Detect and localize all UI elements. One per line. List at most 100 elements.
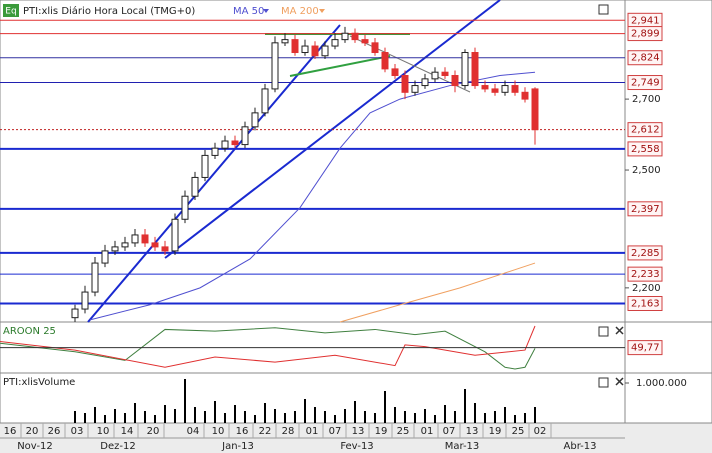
candle-body: [471, 52, 479, 87]
level-label: 2,233: [631, 269, 660, 280]
moving-average: [339, 262, 536, 323]
x-tick-label: 25: [397, 426, 410, 437]
volume-bar: [484, 413, 486, 423]
candle-body: [231, 140, 239, 146]
volume-bar: [134, 403, 136, 423]
x-tick-label: 02: [534, 426, 547, 437]
candle-body: [391, 68, 399, 77]
panel-title: PTI:xlisVolume: [3, 377, 75, 388]
x-tick-label: 01: [306, 426, 319, 437]
volume-bar: [534, 407, 536, 423]
volume-bar: [174, 409, 176, 423]
candle-body: [351, 32, 359, 41]
x-tick-label: 14: [121, 426, 134, 437]
candle-body: [201, 154, 209, 178]
level-label-box: [627, 245, 663, 261]
level-label-box: [627, 50, 663, 66]
candle-body: [301, 45, 309, 54]
volume-bar: [494, 411, 496, 423]
y-tick-label: 2,200: [632, 283, 661, 294]
candle-body: [521, 91, 529, 100]
candle-body: [261, 88, 269, 114]
x-tick-label: 07: [329, 426, 342, 437]
volume-bar: [354, 401, 356, 423]
candle-body: [181, 195, 189, 220]
x-tick-label: 13: [352, 426, 365, 437]
badge: [3, 4, 19, 17]
x-tick-label: 25: [512, 426, 525, 437]
candle-body: [401, 75, 409, 93]
x-tick-label: 07: [443, 426, 456, 437]
month-label: Jan-13: [221, 441, 254, 452]
panel-buttons[interactable]: [598, 4, 624, 388]
candle-body: [151, 242, 159, 248]
volume-bar: [284, 413, 286, 423]
volume-bar: [164, 405, 166, 423]
candle-body: [361, 39, 369, 44]
maximize-button[interactable]: [598, 4, 609, 15]
month-label: Mar-13: [445, 441, 480, 452]
x-tick-label: 10: [97, 426, 110, 437]
legend-entry: MA 50: [233, 6, 264, 17]
close-button[interactable]: [615, 326, 624, 386]
chart-title: PTI:xlis Diário Hora Local (TMG+0): [23, 5, 195, 17]
readout-box: [627, 340, 663, 356]
candle-body: [281, 39, 289, 44]
candle-body: [321, 45, 329, 57]
volume-bar: [364, 411, 366, 423]
candle-body: [111, 246, 119, 252]
x-tick-label: 13: [466, 426, 479, 437]
candle-body: [211, 147, 219, 156]
maximize-button[interactable]: [598, 377, 609, 388]
candle-body: [371, 42, 379, 54]
level-label-box: [627, 266, 663, 282]
candle-body: [421, 78, 429, 87]
volume-bar: [154, 415, 156, 423]
level-label-box: [627, 201, 663, 217]
legend-arrow: [263, 9, 269, 13]
candle-body: [491, 88, 499, 93]
candle-body: [191, 176, 199, 197]
level-label: 2,558: [631, 144, 660, 155]
volume-bar: [264, 403, 266, 423]
volume-bar: [384, 391, 386, 423]
aroon-line: [0, 327, 536, 370]
volume-bar: [114, 409, 116, 423]
volume-bar: [524, 413, 526, 423]
x-tick-label: 16: [4, 426, 17, 437]
volume-bar: [294, 411, 296, 423]
volume-bar: [374, 413, 376, 423]
volume-bar: [344, 409, 346, 423]
trend-line: [164, 0, 501, 259]
month-label: Fev-13: [340, 441, 373, 452]
level-label-box: [627, 141, 663, 157]
y-tick-label: 2,700: [632, 94, 661, 105]
plot-area: [0, 0, 626, 424]
volume-bar: [104, 415, 106, 423]
month-label: Abr-13: [564, 441, 597, 452]
candle-body: [71, 308, 79, 319]
volume-bar: [274, 409, 276, 423]
candle-body: [101, 250, 109, 264]
level-label-box: [627, 295, 663, 311]
volume-bar: [474, 403, 476, 423]
candle-body: [531, 88, 539, 131]
candle-body: [161, 246, 169, 252]
candle-body: [131, 234, 139, 244]
readout-label: 49,77: [631, 343, 660, 354]
maximize-button[interactable]: [598, 326, 609, 337]
aroon-line: [0, 325, 536, 368]
level-label: 2,899: [631, 29, 660, 40]
level-label: 2,941: [631, 15, 660, 26]
x-tick-label: 22: [259, 426, 272, 437]
y-tick-label: 1.000.000: [636, 378, 687, 389]
x-tick-label: 28: [282, 426, 295, 437]
candle-body: [441, 71, 449, 77]
volume-bar: [414, 413, 416, 423]
candle-body: [341, 32, 349, 41]
legend-entry: MA 200: [281, 6, 319, 17]
volume-bar: [214, 401, 216, 423]
candle-body: [121, 242, 129, 248]
volume-bar: [444, 405, 446, 423]
